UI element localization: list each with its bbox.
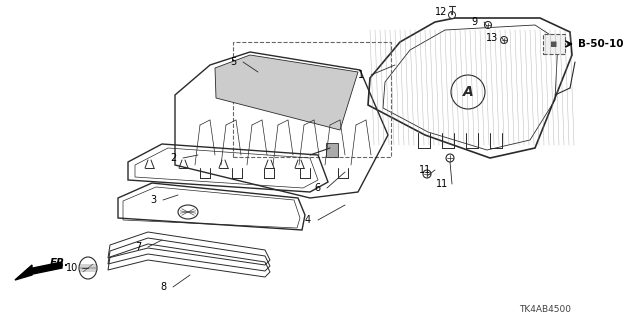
- Text: 11: 11: [419, 165, 431, 175]
- Text: 6: 6: [314, 183, 320, 193]
- Circle shape: [451, 75, 485, 109]
- Polygon shape: [215, 55, 358, 130]
- Text: 1: 1: [358, 70, 364, 80]
- Text: B-50-10: B-50-10: [578, 39, 623, 49]
- Text: ▪: ▪: [550, 39, 557, 49]
- Text: 13: 13: [486, 33, 498, 43]
- Circle shape: [449, 12, 456, 19]
- Text: FR.: FR.: [50, 258, 69, 268]
- Polygon shape: [28, 262, 62, 275]
- Circle shape: [484, 21, 492, 28]
- Polygon shape: [15, 265, 32, 280]
- Text: 3: 3: [150, 195, 156, 205]
- Circle shape: [423, 170, 431, 178]
- Text: 12: 12: [435, 7, 447, 17]
- Ellipse shape: [178, 205, 198, 219]
- Text: 4: 4: [305, 215, 311, 225]
- Text: TK4AB4500: TK4AB4500: [519, 306, 571, 315]
- Text: 11: 11: [436, 179, 448, 189]
- Text: 8: 8: [160, 282, 166, 292]
- Text: 9: 9: [471, 17, 477, 27]
- Bar: [233, 42, 391, 157]
- Text: 10: 10: [66, 263, 78, 273]
- Text: 2: 2: [170, 153, 176, 163]
- Circle shape: [500, 36, 508, 44]
- Text: 7: 7: [135, 242, 141, 252]
- Circle shape: [446, 154, 454, 162]
- Text: 5: 5: [230, 57, 236, 67]
- Text: A: A: [463, 85, 474, 99]
- Ellipse shape: [79, 257, 97, 279]
- Bar: [543, 34, 565, 54]
- Polygon shape: [326, 143, 338, 157]
